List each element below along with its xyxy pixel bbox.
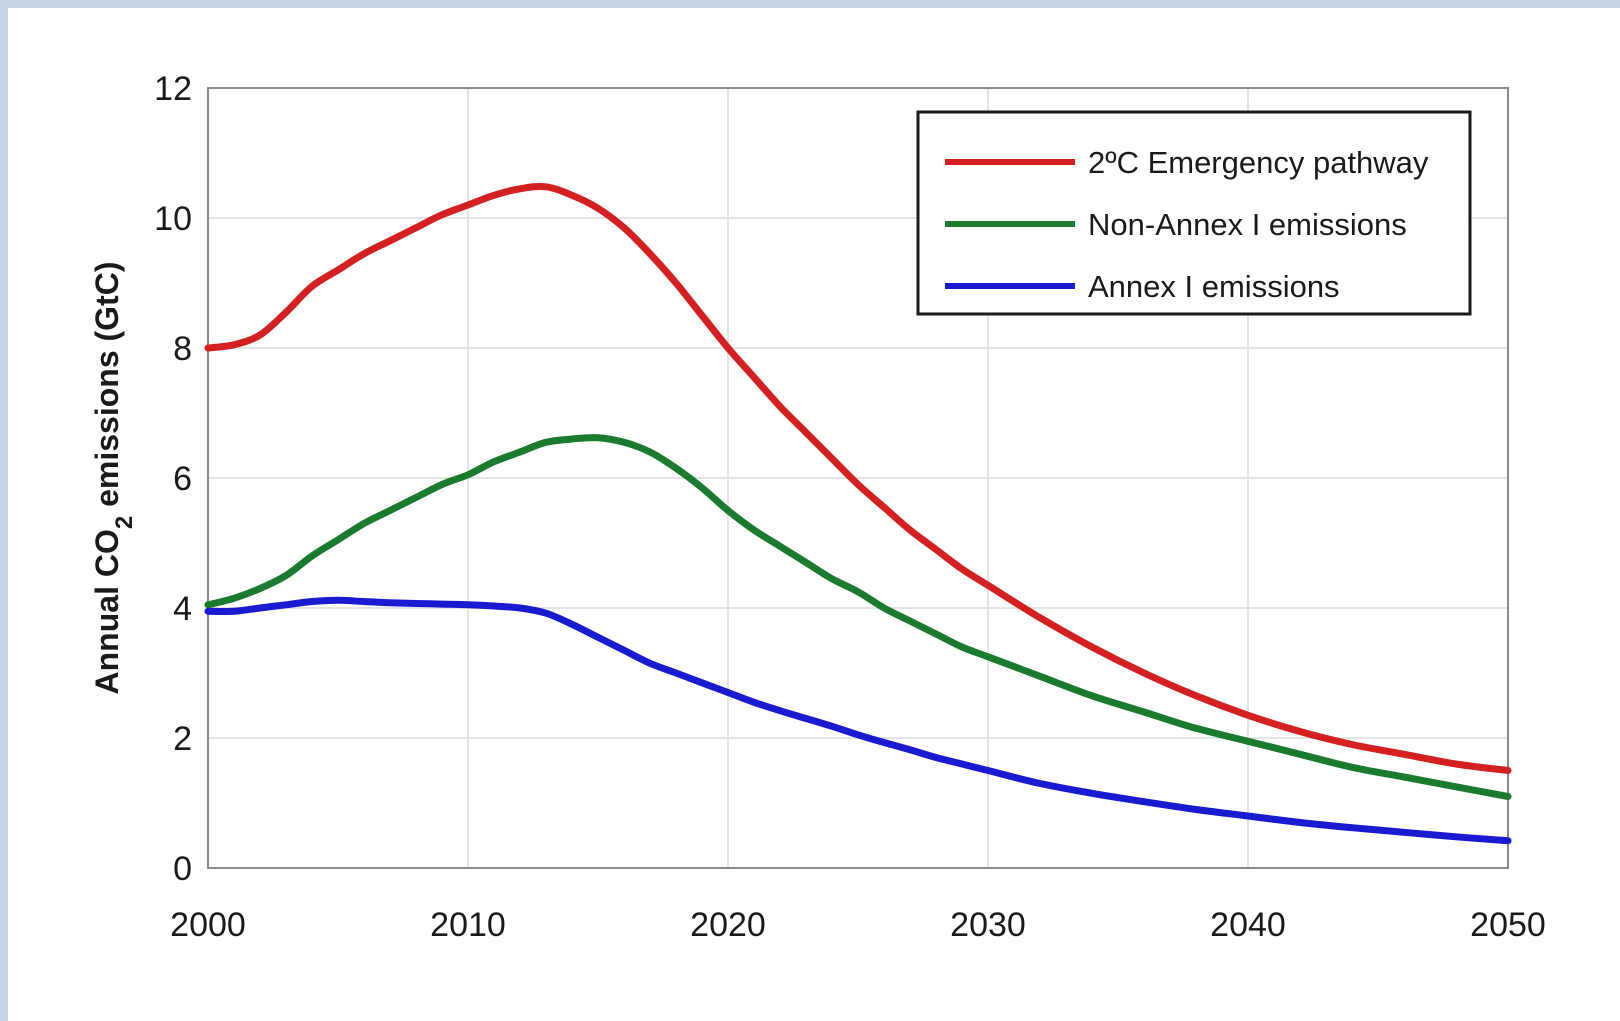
series-line-non-annex-i	[204, 434, 1512, 800]
tick-labels: 0 2 4 6 8 10 12 2000 2010 2020 2030 2040 2050	[154, 70, 1546, 944]
y-axis-title-unit: emissions (GtC)	[89, 262, 125, 516]
y-tick-label: 10	[154, 200, 192, 238]
y-axis-title: Annual CO2 emissions (GtC)	[89, 262, 138, 695]
y-axis-title-main: Annual CO	[89, 529, 125, 694]
x-tick-label: 2030	[950, 906, 1026, 944]
legend: 2ºC Emergency pathway Non-Annex I emissio…	[916, 110, 1472, 316]
legend-label-annex-i: Annex I emissions	[1088, 269, 1340, 304]
series-lines	[204, 182, 1512, 845]
x-tick-label: 2050	[1470, 906, 1546, 944]
plot-border	[207, 87, 1509, 869]
series-line-annex-i	[204, 596, 1512, 845]
legend-label-non-annex-i: Non-Annex I emissions	[1088, 207, 1407, 242]
x-tick-label: 2010	[430, 906, 506, 944]
x-tick-label: 2020	[690, 906, 766, 944]
y-tick-label: 12	[154, 70, 192, 108]
y-tick-label: 2	[173, 720, 192, 758]
y-tick-label: 8	[173, 330, 192, 368]
y-tick-label: 6	[173, 460, 192, 498]
legend-label-emergency-pathway: 2ºC Emergency pathway	[1088, 145, 1429, 180]
y-axis-title-subscript: 2	[111, 516, 138, 529]
series-line-emergency-pathway	[204, 182, 1512, 774]
emissions-line-chart: 0 2 4 6 8 10 12 2000 2010 2020 2030 2040 2050 Annual…	[89, 70, 1546, 944]
legend-box	[916, 110, 1472, 316]
chart-panel: 0 2 4 6 8 10 12 2000 2010 2020 2030 2040 2050 Annual…	[8, 8, 1620, 1021]
y-tick-label: 0	[173, 850, 192, 888]
y-tick-label: 4	[173, 590, 192, 628]
x-tick-label: 2000	[170, 906, 246, 944]
x-tick-label: 2040	[1210, 906, 1286, 944]
